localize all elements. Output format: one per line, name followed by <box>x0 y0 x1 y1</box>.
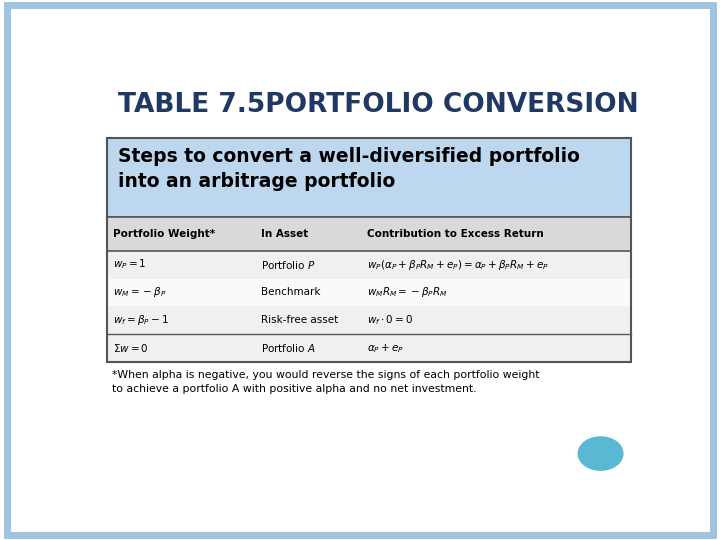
Text: $\Sigma w = 0$: $\Sigma w = 0$ <box>114 342 149 354</box>
Text: $w_f = \beta_P - 1$: $w_f = \beta_P - 1$ <box>114 313 169 327</box>
Text: Portfolio Weight*: Portfolio Weight* <box>114 228 215 239</box>
Bar <box>107 217 631 251</box>
Text: $w_M R_M = -\beta_P R_M$: $w_M R_M = -\beta_P R_M$ <box>367 286 448 300</box>
Text: Portfolio $P$: Portfolio $P$ <box>261 259 316 271</box>
Text: Risk-free asset: Risk-free asset <box>261 315 338 325</box>
Bar <box>107 306 631 334</box>
Bar <box>107 334 631 362</box>
Bar <box>107 251 631 279</box>
Text: $w_P = 1$: $w_P = 1$ <box>114 258 147 272</box>
Bar <box>107 279 631 306</box>
Text: $w_M = -\beta_P$: $w_M = -\beta_P$ <box>114 286 167 300</box>
Text: Benchmark: Benchmark <box>261 287 321 298</box>
Circle shape <box>578 437 623 470</box>
Text: In Asset: In Asset <box>261 228 309 239</box>
Text: Portfolio $A$: Portfolio $A$ <box>261 342 316 354</box>
Text: $w_P(\alpha_P + \beta_P R_M + e_P) = \alpha_P + \beta_P R_M + e_P$: $w_P(\alpha_P + \beta_P R_M + e_P) = \al… <box>367 258 549 272</box>
Text: $\alpha_P + e_P$: $\alpha_P + e_P$ <box>367 342 405 355</box>
Bar <box>107 138 631 362</box>
Text: *When alpha is negative, you would reverse the signs of each portfolio weight
to: *When alpha is negative, you would rever… <box>112 369 540 394</box>
Text: Contribution to Excess Return: Contribution to Excess Return <box>367 228 544 239</box>
Bar <box>107 138 631 217</box>
Text: Steps to convert a well-diversified portfolio
into an arbitrage portfolio: Steps to convert a well-diversified port… <box>118 147 580 192</box>
Text: TABLE 7.5PORTFOLIO CONVERSION: TABLE 7.5PORTFOLIO CONVERSION <box>118 92 639 118</box>
Text: $w_f \cdot 0 = 0$: $w_f \cdot 0 = 0$ <box>367 313 413 327</box>
